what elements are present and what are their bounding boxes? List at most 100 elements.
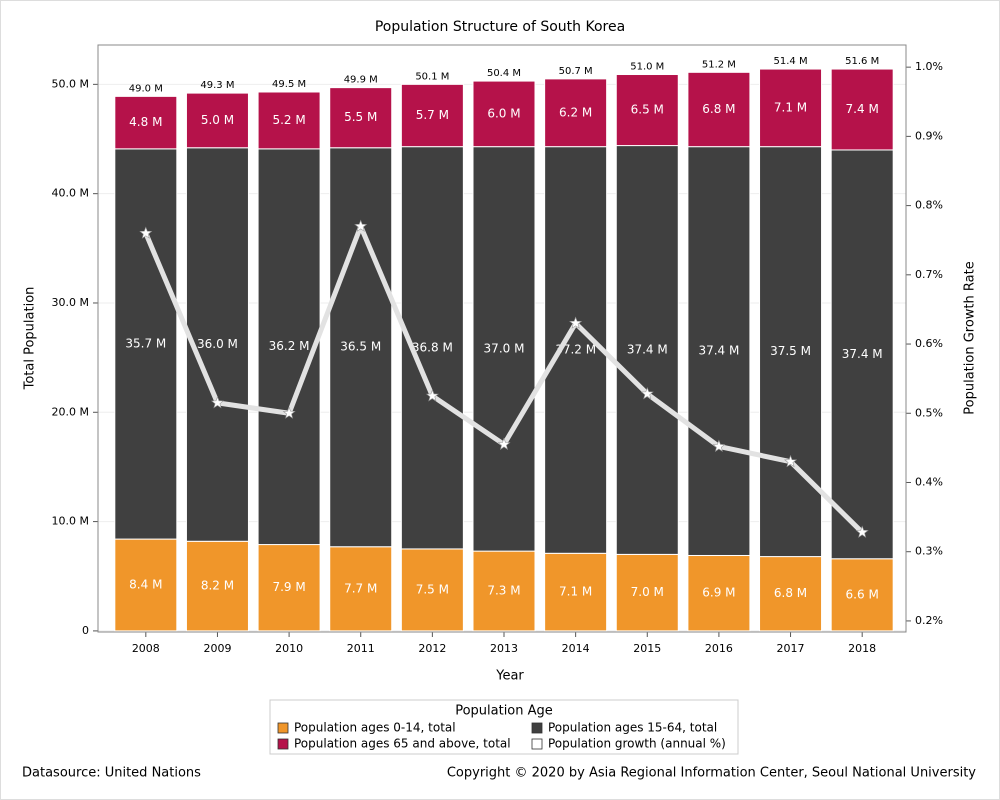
value-label: 5.7 M (416, 108, 449, 122)
y2-tick-label: 1.0% (915, 60, 943, 73)
legend-label: Population growth (annual %) (548, 737, 726, 751)
total-label: 50.1 M (415, 71, 449, 82)
bar-segment (114, 148, 178, 540)
value-label: 7.5 M (416, 582, 449, 596)
value-label: 37.4 M (627, 342, 668, 356)
value-label: 7.0 M (631, 585, 664, 599)
x-tick-label: 2011 (347, 642, 375, 655)
y2-tick-label: 0.8% (915, 199, 943, 212)
value-label: 8.4 M (129, 577, 162, 591)
bar-segment (759, 146, 823, 558)
value-label: 36.5 M (340, 340, 381, 354)
y2-axis-title: Population Growth Rate (963, 261, 978, 414)
value-label: 5.5 M (344, 110, 377, 124)
y2-tick-label: 0.5% (915, 406, 943, 419)
x-tick-label: 2008 (132, 642, 160, 655)
bar-segment (472, 550, 536, 632)
bar-segment (759, 68, 823, 148)
value-label: 36.2 M (269, 339, 310, 353)
value-label: 8.2 M (201, 579, 234, 593)
y2-tick-label: 0.7% (915, 268, 943, 281)
bar-segment (400, 83, 464, 148)
value-label: 37.4 M (842, 347, 883, 361)
total-label: 49.5 M (272, 79, 306, 90)
value-label: 4.8 M (129, 115, 162, 129)
y2-tick-label: 0.2% (915, 614, 943, 627)
value-label: 37.5 M (770, 344, 811, 358)
x-tick-label: 2012 (418, 642, 446, 655)
value-label: 36.8 M (412, 340, 453, 354)
y-tick-label: 50.0 M (52, 77, 89, 90)
value-label: 7.4 M (846, 102, 879, 116)
x-tick-label: 2018 (848, 642, 876, 655)
y-tick-label: 30.0 M (52, 296, 89, 309)
bar-segment (472, 146, 536, 552)
bar-segment (114, 95, 178, 150)
x-axis-title: Year (495, 669, 524, 684)
value-label: 6.2 M (559, 105, 592, 119)
value-label: 6.9 M (702, 586, 735, 600)
legend-swatch (531, 722, 543, 734)
value-label: 7.7 M (344, 581, 377, 595)
bar-segment (687, 146, 751, 556)
y2-tick-label: 0.4% (915, 475, 943, 488)
value-label: 7.1 M (559, 585, 592, 599)
total-label: 51.6 M (845, 56, 879, 67)
value-label: 5.2 M (272, 113, 305, 127)
bar-segment (185, 540, 249, 632)
bar-segment (687, 71, 751, 148)
source: Datasource: United Nations (22, 766, 201, 781)
bar-segment (329, 87, 393, 149)
value-label: 7.9 M (272, 580, 305, 594)
x-tick-label: 2013 (490, 642, 518, 655)
value-label: 35.7 M (125, 336, 166, 350)
y-tick-label: 10.0 M (52, 515, 89, 528)
line-marker (354, 219, 368, 232)
line-marker (139, 226, 153, 239)
bar-segment (185, 147, 249, 542)
bar-segment (472, 80, 536, 148)
bar-segment (615, 553, 679, 632)
line-marker (282, 406, 296, 419)
value-label: 6.0 M (487, 106, 520, 120)
y2-tick-label: 0.9% (915, 129, 943, 142)
x-tick-label: 2014 (562, 642, 590, 655)
total-label: 49.3 M (200, 80, 234, 91)
total-label: 49.0 M (129, 83, 163, 94)
y2-tick-label: 0.3% (915, 545, 943, 558)
x-tick-label: 2017 (777, 642, 805, 655)
bar-segment (830, 149, 894, 560)
line-marker (497, 437, 511, 451)
legend-swatch (277, 738, 289, 750)
line-marker (712, 439, 726, 452)
line-marker (783, 454, 798, 468)
value-label: 5.0 M (201, 113, 234, 127)
value-label: 37.2 M (555, 342, 596, 356)
total-label: 51.0 M (630, 62, 664, 73)
chart-title: Population Structure of South Korea (375, 19, 625, 35)
bar-segment (185, 92, 249, 149)
bar-segment (329, 147, 393, 548)
plot-frame (97, 44, 907, 633)
line-marker (569, 316, 583, 329)
legend-swatch (531, 738, 543, 750)
value-label: 36.0 M (197, 337, 238, 351)
bar-segment (615, 74, 679, 147)
y-tick-label: 0 (82, 624, 89, 637)
line-marker (855, 525, 869, 538)
line-marker (425, 389, 439, 402)
total-label: 50.4 M (487, 68, 521, 79)
value-label: 37.0 M (484, 341, 525, 355)
bar-segment (257, 148, 321, 546)
bar-segment (687, 554, 751, 632)
value-label: 6.6 M (846, 587, 879, 601)
bar-segment (830, 558, 894, 632)
bar-segment (544, 146, 608, 554)
x-tick-label: 2016 (705, 642, 733, 655)
bar-segment (257, 544, 321, 632)
value-label: 37.4 M (698, 344, 739, 358)
value-label: 6.5 M (631, 103, 664, 117)
total-label: 50.7 M (559, 66, 593, 77)
total-label: 51.4 M (774, 56, 808, 67)
